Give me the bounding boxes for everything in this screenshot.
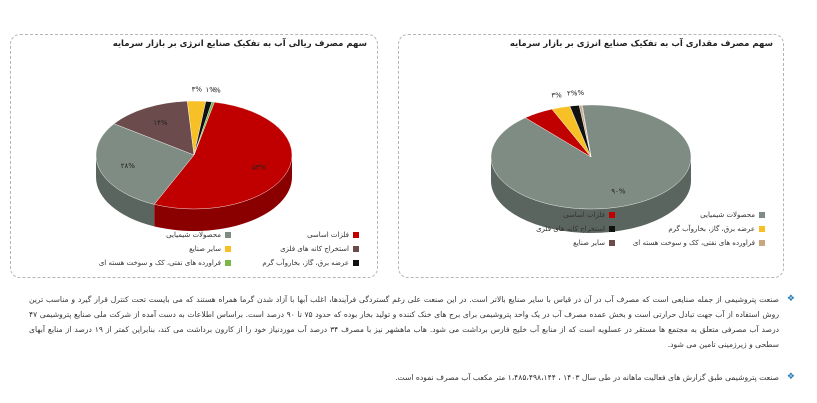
pie-slice-label: ۱۴%	[153, 119, 168, 127]
legend-label: فراورده های نفتی، کک و سوخت هسته ای	[98, 259, 221, 267]
rial-water-pie-chart: ۵۳% ۲۸% ۱۴% ۳% ۱%۰%	[95, 86, 293, 231]
legend-label: محصولات شیمیایی	[166, 231, 221, 239]
legend-swatch	[353, 232, 359, 238]
legend-item: فراورده های نفتی، کک و سوخت هسته ای	[633, 239, 765, 247]
pie-slice-label: ۲%	[567, 90, 578, 98]
legend-item: عرضه برق، گاز، بخاروآب گرم	[668, 225, 765, 233]
legend-item: فلزات اساسی	[307, 231, 359, 239]
legend-swatch	[353, 260, 359, 266]
legend-label: سایر صنایع	[189, 245, 221, 253]
legend-swatch	[225, 232, 231, 238]
legend-swatch	[609, 240, 615, 246]
note-paragraph: صنعت پتروشیمی طبق گزارش های فعالیت ماهان…	[395, 373, 779, 382]
bullet-icon: ❖	[786, 372, 795, 382]
pie-slice-label: ۱%	[205, 86, 216, 94]
legend-swatch	[225, 260, 231, 266]
legend-item: سایر صنایع	[189, 245, 231, 253]
pie-slice-label: ۳%	[192, 86, 203, 94]
legend-item: استخراج کانه های فلزی	[536, 225, 615, 233]
legend-label: استخراج کانه های فلزی	[536, 225, 605, 233]
legend-swatch	[609, 212, 615, 218]
pie-slice-side	[154, 155, 292, 231]
legend-swatch	[225, 246, 231, 252]
legend-label: فلزات اساسی	[307, 231, 349, 239]
legend-item: سایر صنایع	[573, 239, 615, 247]
pie-slice-label: ۳%	[551, 91, 562, 99]
legend-label: محصولات شیمیایی	[700, 211, 755, 219]
pie-slice-label: ۰%	[210, 87, 221, 95]
pie-slice-label: ۹۰%	[611, 188, 626, 196]
legend-swatch	[609, 226, 615, 232]
pie-slice-label: ۰%	[574, 89, 585, 97]
rial-water-share-panel: سهم مصرف ریالی آب به تفکیک صنایع انرژی ب…	[10, 34, 378, 278]
chart-legend: محصولات شیمیایی فلزات اساسی عرضه برق، گاز،…	[399, 35, 785, 279]
legend-label: فراورده های نفتی، کک و سوخت هسته ای	[632, 239, 755, 247]
pie-slice	[193, 101, 215, 156]
legend-item: محصولات شیمیایی	[700, 211, 765, 219]
pie-slice-side	[96, 155, 155, 227]
legend-label: عرضه برق، گاز، بخاروآب گرم	[262, 259, 349, 267]
legend-item: فلزات اساسی	[563, 211, 615, 219]
chart-legend: فلزات اساسی محصولات شیمیایی استخراج کانه ه…	[11, 35, 379, 279]
legend-label: عرضه برق، گاز، بخاروآب گرم	[668, 225, 755, 233]
pie-slice	[113, 100, 195, 156]
legend-label: استخراج کانه های فلزی	[280, 245, 349, 253]
bullet-icon: ❖	[786, 294, 795, 304]
pie-slice	[95, 123, 195, 205]
legend-label: سایر صنایع	[573, 239, 605, 247]
legend-item: فراورده های نفتی، کک و سوخت هسته ای	[99, 259, 231, 267]
legend-item: عرضه برق، گاز، بخاروآب گرم	[262, 259, 359, 267]
pie-slice-side	[491, 157, 691, 233]
note-paragraph: صنعت پتروشیمی از جمله صنایعی است که مصرف…	[29, 295, 779, 349]
legend-label: فلزات اساسی	[563, 211, 605, 219]
chart-title: سهم مصرف ریالی آب به تفکیک صنایع انرژی ب…	[112, 39, 367, 49]
legend-swatch	[759, 212, 765, 218]
pie-slice	[153, 101, 293, 210]
legend-swatch	[759, 240, 765, 246]
volume-water-share-panel: سهم مصرف مقداری آب به تفکیک صنایع انرژی …	[398, 34, 784, 278]
volume-water-pie-chart: ۹۰% ۳% ۲%۰%	[490, 89, 692, 233]
chart-title: سهم مصرف مقداری آب به تفکیک صنایع انرژی …	[509, 39, 773, 49]
pie-slice-label: ۲۸%	[121, 162, 136, 170]
legend-item: محصولات شیمیایی	[166, 231, 231, 239]
pie-slice-label: ۵۳%	[252, 164, 267, 172]
legend-swatch	[759, 226, 765, 232]
pie-slice	[581, 104, 592, 158]
legend-swatch	[353, 246, 359, 252]
legend-item: استخراج کانه های فلزی	[280, 245, 359, 253]
